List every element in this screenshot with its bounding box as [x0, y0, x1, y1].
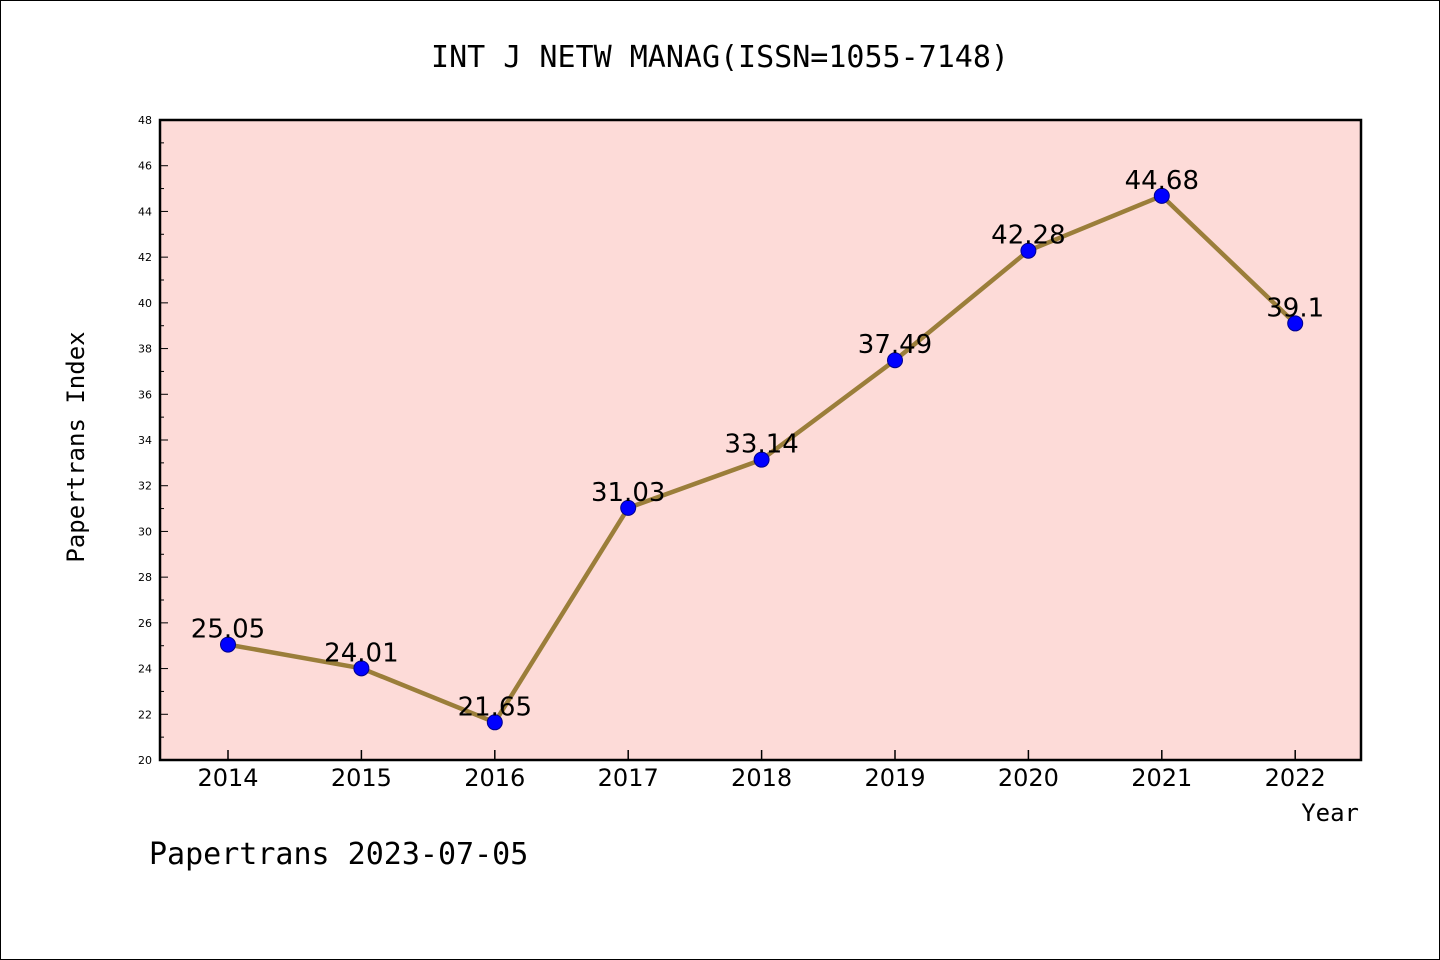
x-tick-label: 2022 [1265, 764, 1326, 792]
x-tick-label: 2020 [998, 764, 1059, 792]
y-tick-label: 32 [138, 480, 152, 493]
data-point [1020, 242, 1037, 259]
y-tick-label: 38 [138, 343, 152, 356]
data-point [486, 714, 503, 731]
x-tick-label: 2018 [731, 764, 792, 792]
y-tick-label: 30 [138, 525, 152, 538]
data-label: 37.49 [858, 330, 932, 360]
footer-date-stamp: Papertrans 2023-07-05 [149, 837, 528, 872]
x-tick-label: 2019 [864, 764, 925, 792]
y-tick-label: 22 [138, 708, 152, 721]
data-point [220, 636, 236, 653]
data-point [353, 660, 370, 677]
data-point [1287, 315, 1304, 332]
data-label: 33.14 [724, 430, 798, 460]
y-axis: 20 22 24 26 28 30 32 34 36 38 40 42 44 46 48 [138, 114, 168, 767]
y-tick-label: 44 [138, 205, 152, 218]
x-axis: 2014 2015 2016 2017 2018 2019 2020 2021 2022 [197, 750, 1326, 792]
y-tick-label: 20 [138, 754, 152, 767]
data-label: 44.68 [1125, 166, 1199, 196]
y-tick-label: 24 [138, 663, 152, 676]
data-label: 24.01 [324, 638, 398, 668]
y-tick-label: 34 [138, 434, 152, 447]
x-axis-label: Year [1301, 799, 1359, 827]
data-point [1153, 187, 1170, 204]
y-tick-label: 36 [138, 388, 152, 401]
x-tick-label: 2016 [464, 764, 525, 792]
x-tick-label: 2015 [331, 764, 392, 792]
data-labels: 25.05 24.01 21.65 31.03 33.14 37.49 42.28 44.68… [191, 166, 1324, 722]
y-tick-label: 28 [138, 571, 152, 584]
data-point [620, 499, 637, 516]
y-tick-label: 40 [138, 297, 152, 310]
plot-area [158, 118, 1363, 762]
y-tick-label: 42 [138, 251, 152, 264]
series-papertrans-index [220, 187, 1304, 731]
y-axis-label: Papertrans Index [62, 331, 90, 562]
x-tick-label: 2014 [197, 764, 258, 792]
data-label: 25.05 [191, 615, 265, 645]
chart-title: INT J NETW MANAG(ISSN=1055-7148) [431, 40, 1009, 75]
data-label: 21.65 [458, 692, 532, 722]
data-point [753, 451, 770, 468]
data-label: 31.03 [591, 478, 665, 508]
data-point [887, 352, 903, 369]
y-tick-label: 46 [138, 160, 152, 173]
x-tick-label: 2021 [1131, 764, 1192, 792]
data-label: 42.28 [991, 221, 1065, 251]
y-tick-label: 26 [138, 617, 152, 630]
y-tick-label: 48 [138, 114, 152, 127]
x-tick-label: 2017 [598, 764, 659, 792]
data-label: 39.1 [1266, 293, 1324, 323]
